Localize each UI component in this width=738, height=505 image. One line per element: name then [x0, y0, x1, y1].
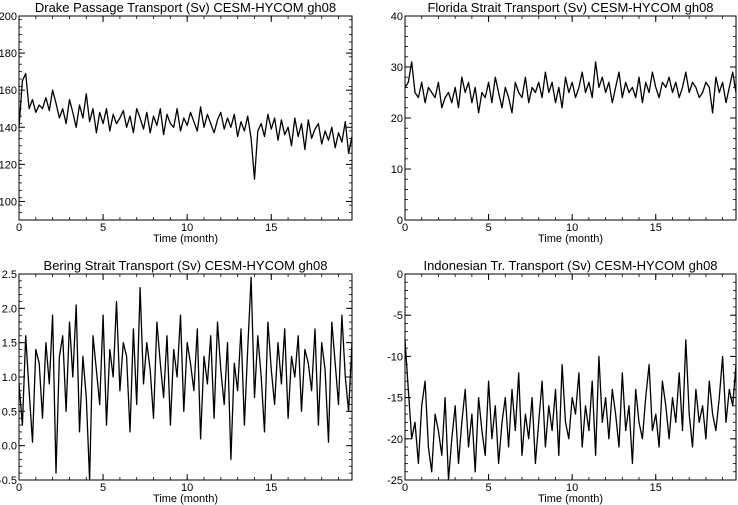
x-tick-label: 5: [100, 482, 106, 494]
x-axis-label: Time (month): [538, 233, 603, 245]
y-tick-label: 0: [397, 269, 403, 281]
chart-title: Indonesian Tr. Transport (Sv) CESM-HYCOM…: [423, 258, 717, 273]
series-line-0: [404, 61, 737, 114]
plot-frame: [18, 15, 353, 221]
y-tick-label: 200: [0, 11, 17, 23]
series-line-0: [404, 339, 737, 481]
chart-panel-bering-strait: Bering Strait Transport (Sv) CESM-HYCOM …: [0, 258, 353, 505]
y-tick-label: 100: [0, 196, 17, 208]
y-tick-label: 1.0: [2, 372, 17, 384]
x-tick-label: 15: [650, 482, 662, 494]
x-tick-label: 15: [265, 482, 277, 494]
x-tick-label: 10: [181, 222, 193, 234]
x-tick-label: 10: [566, 222, 578, 234]
y-tick-label: 1.5: [2, 338, 17, 350]
chart-title: Drake Passage Transport (Sv) CESM-HYCOM …: [35, 0, 336, 15]
chart-panel-florida-strait: Florida Strait Transport (Sv) CESM-HYCOM…: [391, 0, 737, 245]
y-tick-label: -10: [387, 351, 403, 363]
x-tick-label: 0: [16, 482, 22, 494]
y-tick-label: -5: [393, 310, 403, 322]
plot-frame: [404, 15, 737, 221]
y-tick-label: 30: [391, 62, 403, 74]
x-tick-label: 5: [100, 222, 106, 234]
x-tick-label: 0: [402, 222, 408, 234]
x-tick-label: 0: [16, 222, 22, 234]
x-tick-label: 0: [402, 482, 408, 494]
series-line-0: [18, 276, 353, 481]
x-tick-label: 10: [181, 482, 193, 494]
chart-title: Florida Strait Transport (Sv) CESM-HYCOM…: [427, 0, 713, 15]
y-tick-label: 2.0: [2, 303, 17, 315]
y-tick-label: 160: [0, 85, 17, 97]
x-axis-label: Time (month): [153, 493, 218, 505]
series-line-0: [18, 72, 353, 180]
y-tick-label: -20: [387, 434, 403, 446]
y-tick-label: 10: [391, 164, 403, 176]
y-tick-label: 2.5: [2, 269, 17, 281]
x-axis-label: Time (month): [538, 493, 603, 505]
y-tick-label: 140: [0, 122, 17, 134]
x-axis-label: Time (month): [153, 233, 218, 245]
y-tick-label: -25: [387, 475, 403, 487]
y-tick-label: 180: [0, 48, 17, 60]
x-tick-label: 15: [265, 222, 277, 234]
y-tick-label: 40: [391, 11, 403, 23]
y-tick-label: 0.5: [2, 406, 17, 418]
x-tick-label: 5: [486, 482, 492, 494]
x-tick-label: 5: [486, 222, 492, 234]
y-tick-label: 0.0: [2, 441, 17, 453]
chart-panel-indonesian-throughflow: Indonesian Tr. Transport (Sv) CESM-HYCOM…: [387, 258, 737, 505]
y-tick-label: 0: [397, 215, 403, 227]
x-tick-label: 10: [566, 482, 578, 494]
chart-title: Bering Strait Transport (Sv) CESM-HYCOM …: [44, 258, 328, 273]
x-tick-label: 15: [650, 222, 662, 234]
y-tick-label: -0.5: [0, 475, 17, 487]
y-tick-label: -15: [387, 393, 403, 405]
y-tick-label: 120: [0, 159, 17, 171]
plot-frame: [404, 273, 737, 481]
y-tick-label: 20: [391, 113, 403, 125]
chart-panel-drake-passage: Drake Passage Transport (Sv) CESM-HYCOM …: [0, 0, 353, 245]
